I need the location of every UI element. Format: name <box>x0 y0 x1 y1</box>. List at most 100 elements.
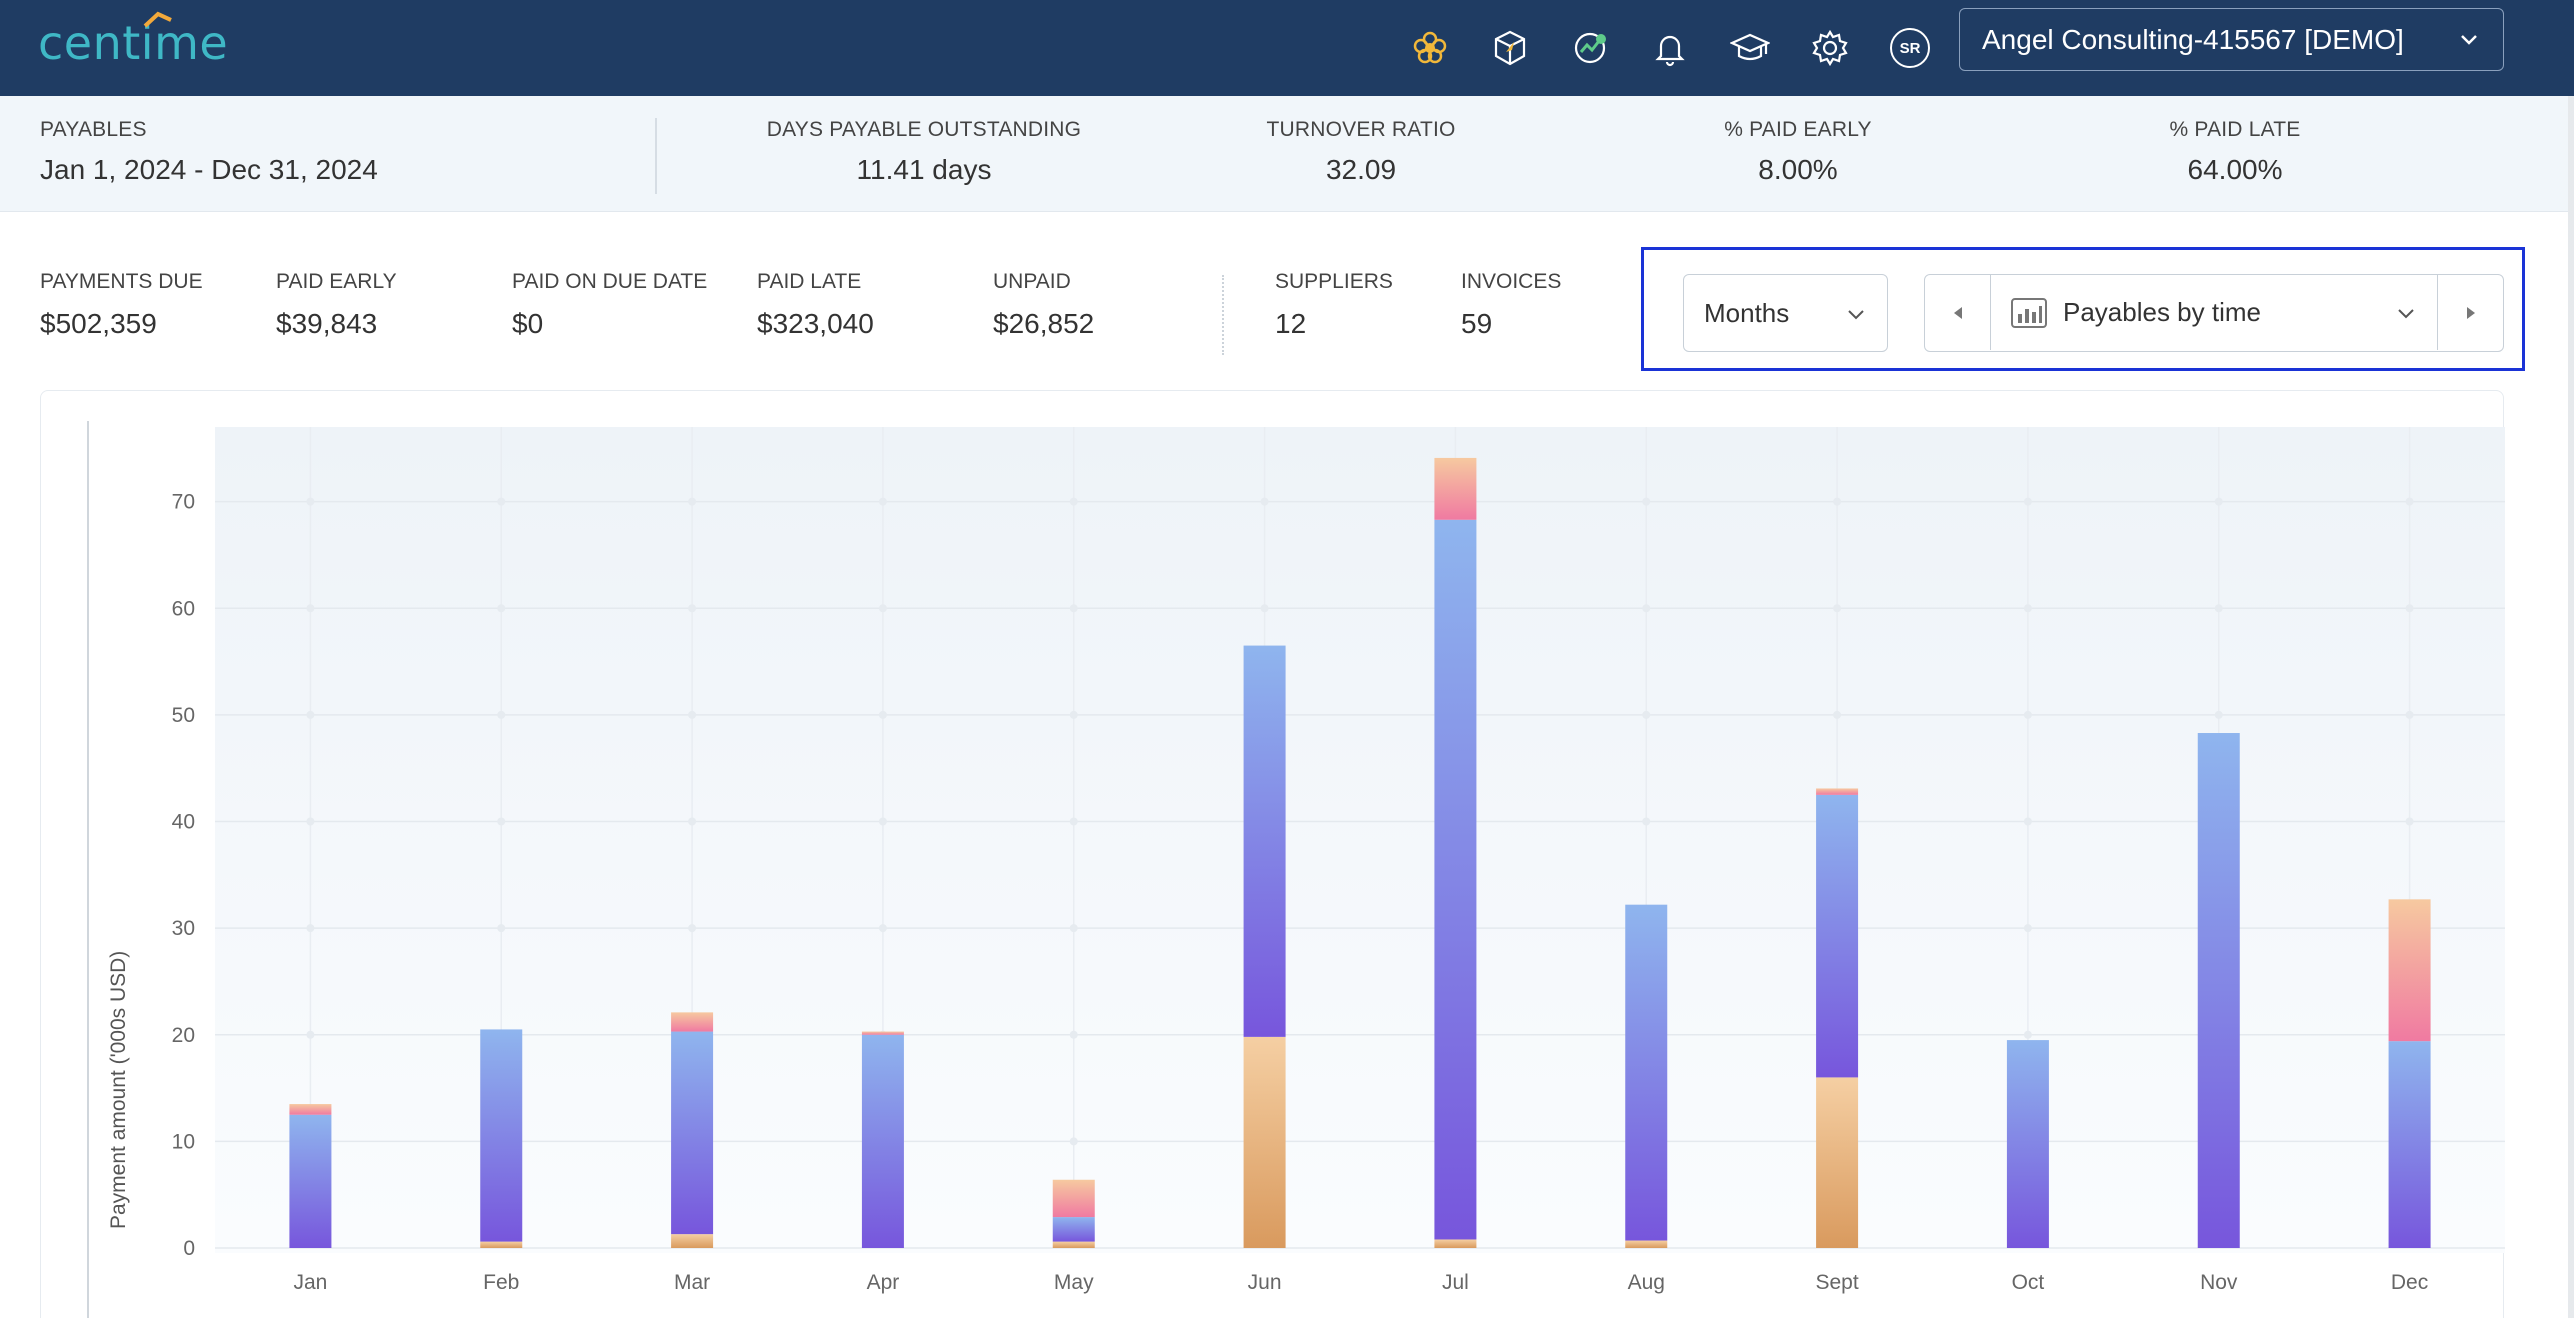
suppliers-value: 12 <box>1275 308 1307 339</box>
chevron-down-icon <box>2461 35 2477 45</box>
grid-dot <box>1642 497 1651 506</box>
bar-segment-late[interactable] <box>1816 794 1859 1078</box>
bar-segment-late[interactable] <box>1434 519 1477 1240</box>
caret-left-icon <box>1953 306 1962 319</box>
bar-segment-unpaid[interactable] <box>289 1104 332 1115</box>
grid-dot <box>2405 817 2414 826</box>
y-tick-label: 20 <box>172 1024 195 1047</box>
chevron-down-icon <box>2398 309 2414 319</box>
grid-dot <box>306 1030 315 1039</box>
bar-segment-early[interactable] <box>480 1241 523 1248</box>
bar-segment-late[interactable] <box>1625 904 1668 1241</box>
bar-segment-late[interactable] <box>2197 733 2240 1248</box>
payments-due-label: PAYMENTS DUE <box>40 270 203 293</box>
x-tick-label: Apr <box>867 1271 900 1294</box>
x-tick-label: Aug <box>1628 1271 1665 1294</box>
dpo-label: DAYS PAYABLE OUTSTANDING <box>766 118 1082 141</box>
grid-dot <box>2214 604 2223 613</box>
grid-dot <box>2405 497 2414 506</box>
x-tick-label: Jun <box>1248 1271 1282 1294</box>
payables-label: PAYABLES <box>40 118 147 141</box>
centime-logo[interactable]: centime <box>38 11 228 70</box>
company-select[interactable]: Angel Consulting-415567 [DEMO] <box>1959 8 2504 71</box>
grid-dot <box>306 817 315 826</box>
suppliers-label: SUPPLIERS <box>1275 270 1393 293</box>
plot-area <box>215 427 2505 1253</box>
unpaid-value: $26,852 <box>993 308 1095 339</box>
user-avatar[interactable]: SR <box>1878 16 1942 80</box>
bar-segment-late[interactable] <box>671 1031 714 1235</box>
grid-dot <box>1069 604 1078 613</box>
y-tick-label: 40 <box>172 811 195 834</box>
invoices-label: INVOICES <box>1461 270 1562 293</box>
paid-early-summary: PAID EARLY $39,843 <box>276 270 397 340</box>
paid-early-label: PAID EARLY <box>276 270 397 293</box>
bar-segment-early[interactable] <box>1052 1241 1095 1248</box>
bar-segment-late[interactable] <box>861 1034 904 1248</box>
scrollbar[interactable] <box>2568 96 2574 1318</box>
bar-chart-icon <box>2011 297 2047 328</box>
y-tick-label: 30 <box>172 917 195 940</box>
grid-dot <box>2214 710 2223 719</box>
grid-dot <box>497 497 506 506</box>
grid-dot <box>306 710 315 719</box>
bar-segment-early[interactable] <box>1625 1240 1668 1248</box>
header-icons: SR <box>1398 16 1958 80</box>
top-navigation-bar: centime SR Angel Consulting-415567 [DEMO… <box>0 0 2574 96</box>
grid-dot <box>497 924 506 933</box>
paid-early-pct-stat: % PAID EARLY 8.00% <box>1648 118 1948 186</box>
grid-dot <box>878 604 887 613</box>
bar-segment-unpaid[interactable] <box>861 1031 904 1035</box>
turnover-stat: TURNOVER RATIO 32.09 <box>1211 118 1511 186</box>
grid-dot <box>2023 710 2032 719</box>
payments-due-summary: PAYMENTS DUE $502,359 <box>40 270 203 340</box>
growth-icon[interactable] <box>1558 16 1622 80</box>
grid-dot <box>1642 710 1651 719</box>
paid-late-pct-label: % PAID LATE <box>2169 118 2301 141</box>
bar-segment-early[interactable] <box>1434 1239 1477 1248</box>
unpaid-summary: UNPAID $26,852 <box>993 270 1094 340</box>
bar-segment-unpaid[interactable] <box>1434 457 1477 520</box>
chart-card: 0 10 20 30 40 50 60 70 Jan Feb Mar Apr May Jun Jul Aug S… <box>40 390 2505 1318</box>
graduation-cap-icon[interactable] <box>1718 16 1782 80</box>
x-tick-label: Mar <box>674 1271 710 1294</box>
avatar-initials: SR <box>1890 28 1930 68</box>
bar-segment-unpaid[interactable] <box>1816 788 1859 795</box>
bar-segment-unpaid[interactable] <box>1052 1179 1095 1218</box>
bar-segment-late[interactable] <box>1052 1217 1095 1242</box>
cube-icon[interactable] <box>1478 16 1542 80</box>
gear-icon[interactable] <box>1798 16 1862 80</box>
bar-segment-late[interactable] <box>480 1029 523 1242</box>
bar-segment-late[interactable] <box>2388 1041 2431 1248</box>
period-select[interactable]: Months <box>1683 274 1888 352</box>
grid-dot <box>306 924 315 933</box>
x-tick-label: Feb <box>483 1271 519 1294</box>
x-tick-label: Nov <box>2200 1271 2238 1294</box>
y-tick-label: 10 <box>172 1130 195 1153</box>
grid-dot <box>688 497 697 506</box>
flower-icon[interactable] <box>1398 16 1462 80</box>
x-tick-label: Jan <box>293 1271 327 1294</box>
y-tick-label: 70 <box>172 491 195 514</box>
grid-dot <box>2405 604 2414 613</box>
grid-dot <box>1642 604 1651 613</box>
previous-view-button[interactable] <box>1925 275 1991 350</box>
payables-date-range: Jan 1, 2024 - Dec 31, 2024 <box>40 154 378 185</box>
bar-segment-late[interactable] <box>2006 1040 2049 1248</box>
view-select[interactable]: Payables by time <box>1991 275 2437 350</box>
next-view-button[interactable] <box>2437 275 2503 350</box>
bar-segment-early[interactable] <box>1816 1077 1859 1248</box>
bar-segment-late[interactable] <box>289 1114 332 1248</box>
grid-dot <box>2214 497 2223 506</box>
grid-dot <box>1069 710 1078 719</box>
bar-segment-unpaid[interactable] <box>2388 899 2431 1042</box>
bar-segment-early[interactable] <box>1243 1036 1286 1248</box>
bar-segment-late[interactable] <box>1243 645 1286 1037</box>
bell-icon[interactable] <box>1638 16 1702 80</box>
y-tick-label: 50 <box>172 704 195 727</box>
company-name: Angel Consulting-415567 [DEMO] <box>1982 23 2404 55</box>
bar-segment-early[interactable] <box>671 1234 714 1248</box>
bar-segment-unpaid[interactable] <box>671 1012 714 1032</box>
view-value: Payables by time <box>2063 297 2261 327</box>
paid-on-due-summary: PAID ON DUE DATE $0 <box>512 270 707 340</box>
